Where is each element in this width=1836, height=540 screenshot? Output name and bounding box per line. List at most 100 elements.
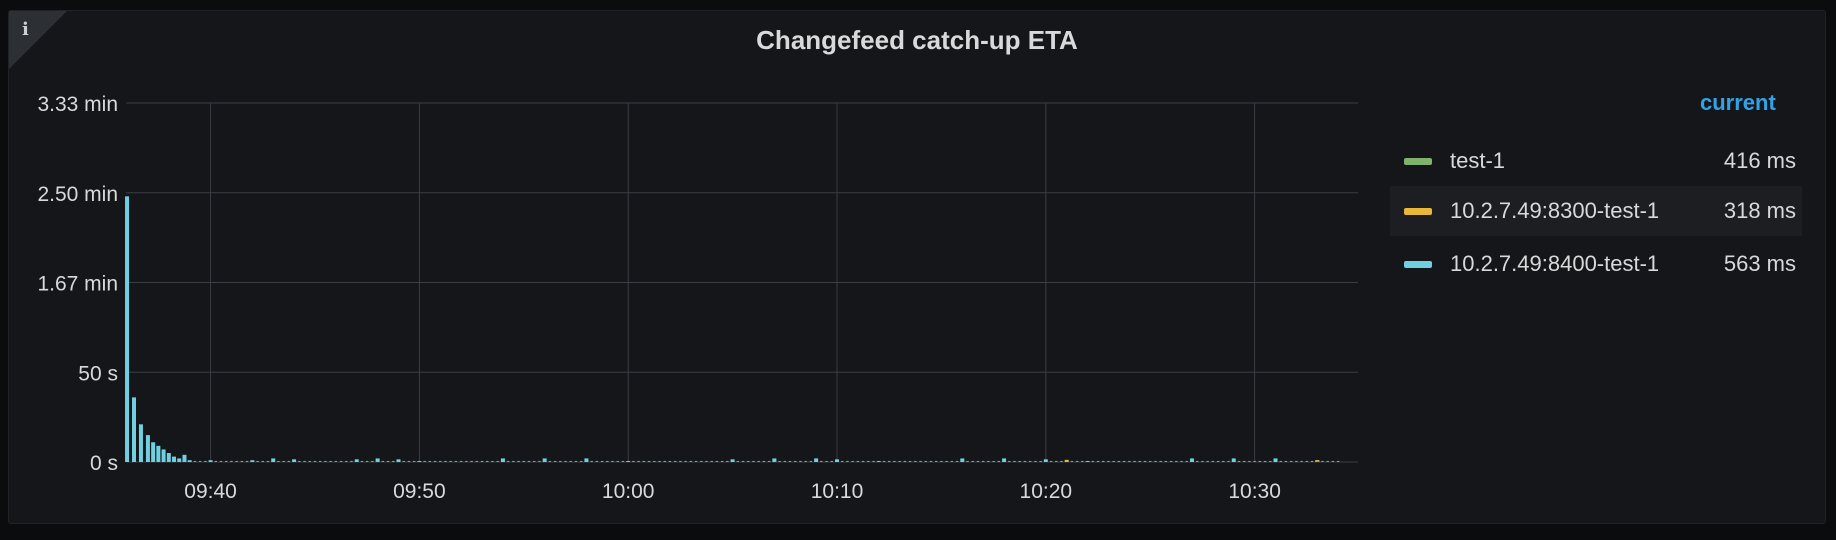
baseline-bar	[700, 460, 703, 462]
baseline-bar	[303, 460, 306, 462]
legend-header-current[interactable]: current	[1700, 90, 1776, 115]
data-bar	[182, 454, 187, 462]
baseline-bar	[825, 460, 828, 462]
baseline-bar	[459, 460, 463, 462]
baseline-bar	[261, 460, 264, 462]
baseline-bar	[799, 460, 802, 462]
baseline-bar	[277, 460, 280, 462]
baseline-bar	[506, 460, 510, 462]
baseline-bar	[569, 460, 572, 462]
info-icon[interactable]: i	[22, 19, 29, 40]
baseline-bar	[1122, 460, 1126, 462]
data-bar	[208, 460, 213, 462]
baseline-bar	[778, 460, 781, 462]
data-bar	[626, 461, 631, 462]
data-bar	[166, 453, 171, 462]
baseline-bar	[888, 460, 891, 462]
baseline-bar	[600, 460, 604, 462]
info-corner[interactable]	[9, 11, 67, 69]
baseline-bar	[966, 460, 969, 462]
legend-series-name[interactable]: 10.2.7.49:8300-test-1	[1450, 198, 1660, 223]
legend-series-name[interactable]: test-1	[1450, 148, 1506, 173]
baseline-bar	[350, 460, 353, 462]
baseline-bar	[1075, 460, 1079, 462]
baseline-bar	[762, 460, 766, 462]
data-bar	[125, 196, 130, 462]
data-bar	[730, 459, 735, 462]
baseline-bar	[783, 460, 787, 462]
baseline-bar	[590, 460, 593, 462]
legend-item-test-1[interactable]: test-1 416 ms	[1390, 136, 1802, 186]
baseline-bar	[470, 460, 473, 462]
baseline-bar	[1149, 460, 1152, 462]
data-bar	[1064, 459, 1069, 462]
baseline-bar	[454, 460, 458, 462]
baseline-bar	[465, 460, 468, 462]
baseline-bar	[1154, 460, 1157, 462]
baseline-bar	[653, 460, 656, 462]
baseline-bar	[1331, 460, 1335, 462]
panel-title[interactable]: Changefeed catch-up ETA	[756, 25, 1078, 55]
baseline-bar	[1039, 460, 1042, 462]
baseline-bar	[512, 460, 515, 462]
baseline-bar	[809, 460, 813, 462]
baseline-bar	[1028, 460, 1032, 462]
data-bar	[138, 424, 143, 462]
baseline-bar	[392, 460, 395, 462]
baseline-bar	[1060, 460, 1063, 462]
baseline-bar	[658, 460, 661, 462]
baseline-bar	[1237, 460, 1241, 462]
legend-swatch[interactable]	[1404, 207, 1432, 215]
baseline-bar	[908, 460, 912, 462]
baseline-bar	[496, 460, 499, 462]
data-bar	[814, 458, 819, 462]
data-bar	[396, 459, 401, 462]
baseline-bar	[308, 460, 311, 462]
baseline-bar	[595, 460, 599, 462]
baseline-bar	[559, 460, 562, 462]
baseline-bar	[684, 460, 687, 462]
baseline-bar	[1263, 460, 1267, 462]
data-bar	[1002, 458, 1007, 462]
baseline-bar	[1326, 460, 1329, 462]
legend-item-8300[interactable]: 10.2.7.49:8300-test-1 318 ms	[1390, 186, 1802, 236]
baseline-bar	[893, 460, 896, 462]
baseline-bar	[433, 460, 437, 462]
baseline-bar	[830, 460, 833, 462]
baseline-bar	[345, 460, 348, 462]
data-bar	[354, 459, 359, 462]
data-bar	[172, 456, 177, 462]
legend-swatch[interactable]	[1404, 157, 1432, 165]
baseline-bar	[522, 460, 525, 462]
legend-swatch[interactable]	[1404, 260, 1432, 268]
legend-series-name[interactable]: 10.2.7.49:8400-test-1	[1450, 251, 1660, 276]
baseline-bar	[1242, 460, 1246, 462]
baseline-bar	[997, 460, 1001, 462]
baseline-bar	[386, 460, 390, 462]
baseline-bar	[1310, 460, 1314, 462]
baseline-bar	[1102, 460, 1105, 462]
baseline-bar	[752, 460, 755, 462]
baseline-bar	[1117, 460, 1121, 462]
baseline-bar	[903, 460, 907, 462]
baseline-bar	[1164, 460, 1168, 462]
baseline-bar	[1305, 460, 1309, 462]
y-tick-label: 1.67 min	[37, 273, 118, 296]
baseline-bar	[882, 460, 886, 462]
baseline-bar	[402, 460, 405, 462]
baseline-bar	[204, 460, 207, 462]
baseline-bar	[1253, 460, 1256, 462]
data-bar	[1231, 458, 1236, 462]
baseline-bar	[266, 460, 270, 462]
data-bar	[177, 458, 182, 462]
baseline-bar	[867, 460, 870, 462]
baseline-bar	[919, 460, 922, 462]
data-bar	[187, 460, 192, 462]
baseline-bar	[673, 460, 677, 462]
baseline-bar	[1279, 460, 1282, 462]
baseline-bar	[235, 460, 238, 462]
baseline-bar	[647, 460, 651, 462]
baseline-bar	[914, 460, 917, 462]
data-bar	[132, 397, 137, 462]
legend-item-8400[interactable]: 10.2.7.49:8400-test-1 563 ms	[1390, 239, 1802, 289]
